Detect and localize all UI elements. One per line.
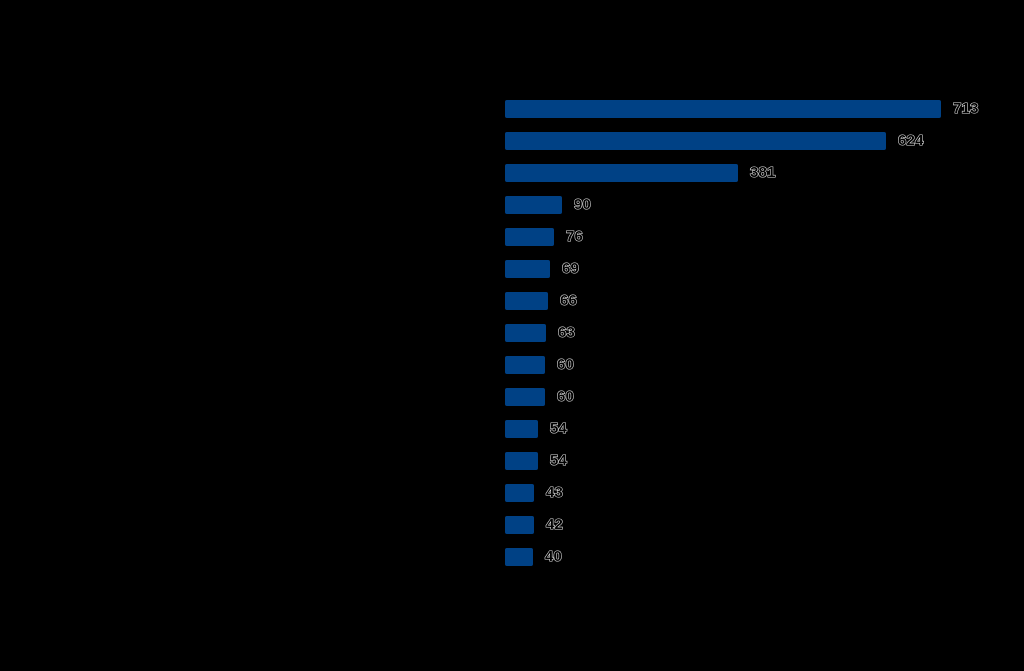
bar-row[interactable]: 66 xyxy=(505,291,1024,324)
bar-row[interactable]: 60 xyxy=(505,387,1024,420)
category-label xyxy=(0,516,495,548)
bar-value-label: 624 xyxy=(897,131,924,149)
category-label xyxy=(0,100,495,132)
bar[interactable] xyxy=(505,292,548,310)
bar-value-label: 42 xyxy=(545,515,564,533)
category-axis xyxy=(0,100,495,580)
bar-value-label: 381 xyxy=(749,163,776,181)
bar-value-label: 63 xyxy=(557,323,576,341)
category-label xyxy=(0,164,495,196)
bar-value-label: 54 xyxy=(549,451,568,469)
bar-value-label: 40 xyxy=(544,547,563,565)
category-label xyxy=(0,420,495,452)
bar[interactable] xyxy=(505,164,738,182)
bar[interactable] xyxy=(505,356,545,374)
bar-row[interactable]: 69 xyxy=(505,259,1024,292)
bar-value-label: 90 xyxy=(573,195,592,213)
category-label xyxy=(0,452,495,484)
bar-value-label: 60 xyxy=(556,387,575,405)
category-label xyxy=(0,292,495,324)
bar[interactable] xyxy=(505,388,545,406)
category-label xyxy=(0,260,495,292)
bar-value-label: 69 xyxy=(561,259,580,277)
bar-row[interactable]: 63 xyxy=(505,323,1024,356)
bar-value-label: 43 xyxy=(545,483,564,501)
bar[interactable] xyxy=(505,132,886,150)
bar-row[interactable]: 624 xyxy=(505,131,1024,164)
bar[interactable] xyxy=(505,548,533,566)
category-label xyxy=(0,228,495,260)
bar-row[interactable]: 43 xyxy=(505,483,1024,516)
bar[interactable] xyxy=(505,484,534,502)
bar-row[interactable]: 42 xyxy=(505,515,1024,548)
bar-row[interactable]: 60 xyxy=(505,355,1024,388)
bar-row[interactable]: 54 xyxy=(505,419,1024,452)
bar[interactable] xyxy=(505,260,550,278)
category-label xyxy=(0,548,495,580)
bar-row[interactable]: 381 xyxy=(505,163,1024,196)
category-label xyxy=(0,484,495,516)
bar-row[interactable]: 54 xyxy=(505,451,1024,484)
bar-row[interactable]: 76 xyxy=(505,227,1024,260)
category-label xyxy=(0,196,495,228)
plot-area: 713 624 381 90 76 69 66 63 60 60 54 54 43 42 40 xyxy=(505,99,1024,580)
bar[interactable] xyxy=(505,196,562,214)
bar-value-label: 54 xyxy=(549,419,568,437)
bar[interactable] xyxy=(505,452,538,470)
category-label xyxy=(0,132,495,164)
bar[interactable] xyxy=(505,420,538,438)
bar-value-label: 66 xyxy=(559,291,578,309)
bar[interactable] xyxy=(505,516,534,534)
category-label xyxy=(0,356,495,388)
category-label xyxy=(0,388,495,420)
bar-row[interactable]: 713 xyxy=(505,99,1024,132)
bar-row[interactable]: 90 xyxy=(505,195,1024,228)
bar-value-label: 76 xyxy=(565,227,584,245)
bar[interactable] xyxy=(505,324,546,342)
bar-row[interactable]: 40 xyxy=(505,547,1024,580)
bar[interactable] xyxy=(505,228,554,246)
bar[interactable] xyxy=(505,100,941,118)
category-label xyxy=(0,324,495,356)
bar-value-label: 713 xyxy=(952,99,979,117)
bar-value-label: 60 xyxy=(556,355,575,373)
